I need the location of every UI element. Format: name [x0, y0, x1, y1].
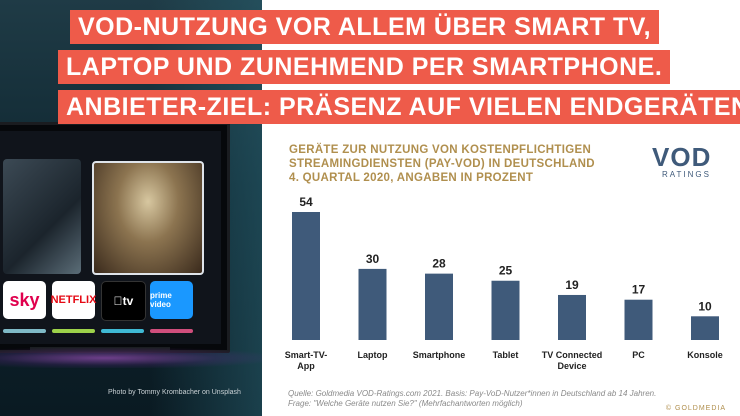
- apple-tv-app-tile: tv: [101, 281, 146, 321]
- chart-title-line-1: GERÄTE ZUR NUTZUNG VON KOSTENPFLICHTIGEN: [289, 144, 592, 156]
- chart-title-line-2: STREAMINGDIENSTEN (PAY-VOD) IN DEUTSCHLA…: [289, 158, 595, 170]
- bar-value-label-2: 28: [432, 257, 446, 271]
- bar-value-label-3: 25: [499, 264, 513, 278]
- headline-line-3: ANBIETER-ZIEL: PRÄSENZ AUF VIELEN ENDGER…: [58, 90, 740, 124]
- bar-2: [425, 273, 453, 340]
- movie-thumbnail-1: [3, 159, 81, 274]
- movie-thumbnail-2: [92, 161, 204, 275]
- category-label-0: Smart-TV-App: [285, 350, 328, 371]
- source-line-1: Quelle: Goldmedia VOD-Ratings.com 2021. …: [288, 389, 657, 398]
- category-label-6: Konsole: [687, 350, 723, 360]
- bar-value-label-1: 30: [366, 252, 380, 266]
- headline-line-2: LAPTOP UND ZUNEHMEND PER SMARTPHONE.: [58, 50, 671, 84]
- bar-0: [292, 212, 320, 340]
- chart-title: GERÄTE ZUR NUTZUNG VON KOSTENPFLICHTIGEN…: [289, 143, 595, 185]
- bar-value-label-4: 19: [565, 278, 579, 292]
- bar-4: [558, 294, 586, 340]
- tv-screen: sky NETFLIX tv prime video: [0, 131, 221, 344]
- category-label-1: Laptop: [358, 350, 388, 360]
- chart-title-line-3: 4. QUARTAL 2020, ANGABEN IN PROZENT: [289, 172, 534, 184]
- prime-video-app-tile: prime video: [150, 281, 193, 319]
- bar-value-label-5: 17: [632, 283, 646, 297]
- tile-indicator: [150, 329, 193, 333]
- bar-5: [624, 299, 653, 340]
- bar-6: [691, 316, 719, 340]
- tile-indicator: [101, 329, 144, 333]
- source-note: Quelle: Goldmedia VOD-Ratings.com 2021. …: [288, 389, 656, 409]
- tile-indicator: [3, 329, 46, 333]
- category-label-3: Tablet: [493, 350, 519, 360]
- bar-value-label-6: 10: [698, 299, 712, 313]
- headline-line-1: VOD-NUTZUNG VOR ALLEM ÜBER SMART TV,: [70, 10, 660, 44]
- bar-3: [491, 280, 520, 340]
- netflix-app-tile: NETFLIX: [51, 281, 96, 319]
- logo-sub-text: RATINGS: [662, 170, 711, 179]
- apple-icon: : [114, 294, 123, 308]
- bar-1: [358, 268, 387, 340]
- television: sky NETFLIX tv prime video: [0, 122, 230, 353]
- bar-chart: 54 Smart-TV-App 30 Laptop 28 Smartphone 25 Tabl…: [285, 195, 723, 371]
- category-label-4: TV Connected Device: [542, 350, 603, 371]
- photo-credit: Photo by Tommy Krombacher on Unsplash: [108, 389, 241, 396]
- logo-main-text: VOD: [652, 142, 712, 172]
- source-line-2: Frage: "Welche Geräte nutzen Sie?" (Mehr…: [288, 399, 523, 408]
- category-label-2: Smartphone: [413, 350, 466, 360]
- bar-value-label-0: 54: [299, 195, 313, 209]
- sky-app-tile: sky: [3, 281, 46, 319]
- category-label-5: PC: [632, 350, 645, 360]
- vod-ratings-logo: VOD RATINGS: [652, 144, 722, 180]
- floor-glow: [0, 348, 262, 368]
- apple-tv-label: tv: [118, 294, 134, 308]
- copyright: © GOLDMEDIA: [665, 405, 726, 412]
- tile-indicator: [52, 329, 95, 333]
